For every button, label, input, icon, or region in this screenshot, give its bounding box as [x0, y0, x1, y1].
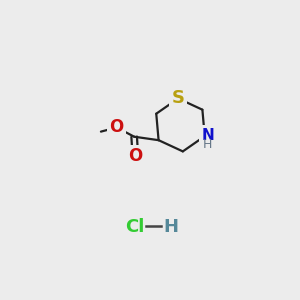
- Text: O: O: [128, 147, 142, 165]
- Text: S: S: [172, 89, 185, 107]
- Text: Cl: Cl: [125, 218, 145, 236]
- Text: H: H: [164, 218, 178, 236]
- Text: N: N: [201, 128, 214, 142]
- Text: H: H: [203, 138, 212, 152]
- Text: O: O: [110, 118, 124, 136]
